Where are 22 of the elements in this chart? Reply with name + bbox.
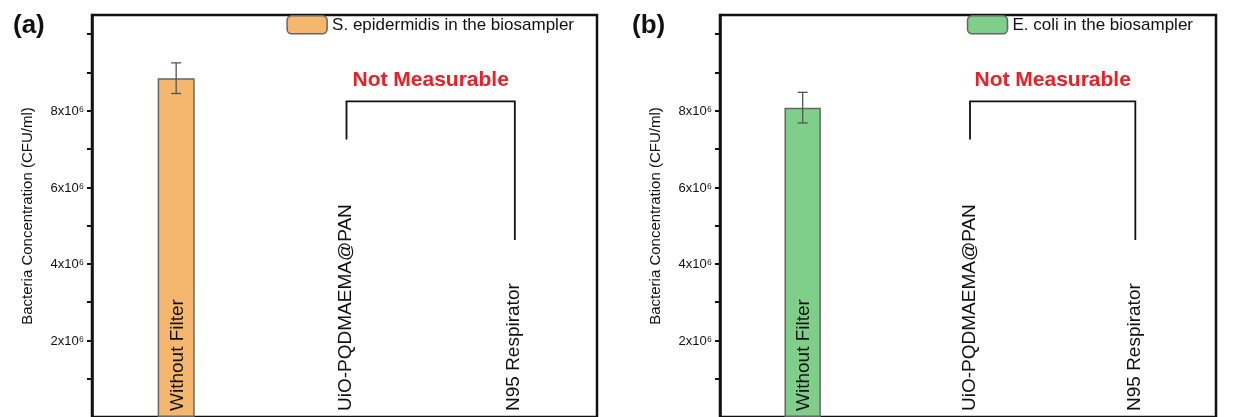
annotation: Not Measurable <box>974 67 1131 91</box>
x-tick-label: UiO-PQDMAEMA@PAN <box>334 204 355 411</box>
x-tick-label: N95 Respirator <box>502 282 524 411</box>
y-tick-label: 2x10⁶ <box>50 332 84 348</box>
legend-label: S. epidermidis in the biosampler <box>332 15 575 35</box>
x-tick-label: Without Filter <box>792 298 814 411</box>
x-tick-label: Without Filter <box>165 298 187 411</box>
y-tick-label: 8x10⁶ <box>678 103 712 119</box>
x-tick-label: UiO-PQDMAEMA@PAN <box>957 204 979 411</box>
legend-label: E. coli in the biosampler <box>1012 15 1194 35</box>
y-tick-label: 4x10⁶ <box>50 256 84 272</box>
y-tick-label: 6x10⁶ <box>678 179 712 195</box>
annotation: Not Measurable <box>352 67 509 91</box>
chart-title: (a) <box>13 9 45 39</box>
y-tick-label: 6x10⁶ <box>50 179 84 195</box>
chart-title: (b) <box>632 9 666 39</box>
x-tick-label: N95 Respirator <box>1122 282 1144 411</box>
y-tick-label: 2x10⁶ <box>678 332 712 348</box>
y-tick-label: 4x10⁶ <box>678 256 712 272</box>
y-axis-title: Bacteria Concentration (CFU/ml) <box>646 107 663 325</box>
y-axis-title: Bacteria Concentration (CFU/ml) <box>18 107 35 325</box>
y-tick-label: 8x10⁶ <box>50 103 84 119</box>
